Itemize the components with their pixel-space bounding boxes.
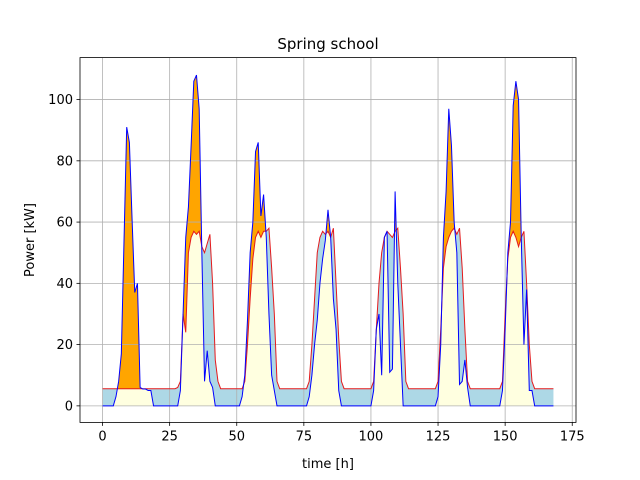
x-tick-label: 25 [161,429,178,444]
x-tick-label: 100 [359,429,384,444]
x-tick-label: 0 [98,429,106,444]
x-tick-label: 50 [228,429,245,444]
x-axis-label: time [h] [302,457,354,472]
y-axis-label: Power [kW] [23,203,38,277]
x-tick-label: 175 [560,429,585,444]
x-tick-label: 150 [493,429,518,444]
data-line [102,226,554,390]
y-tick-label: 60 [56,216,73,231]
y-tick-label: 80 [56,154,73,169]
x-tick-label: 125 [426,429,451,444]
plot-frame [79,57,577,423]
y-tick-label: 40 [56,277,73,292]
y-tick-label: 20 [56,338,73,353]
chart-title: Spring school [277,35,378,53]
y-tick-label: 100 [48,93,73,108]
fill-area [102,228,554,406]
data-line [102,74,554,407]
x-tick-label: 75 [296,429,313,444]
y-tick-label: 0 [65,399,73,414]
